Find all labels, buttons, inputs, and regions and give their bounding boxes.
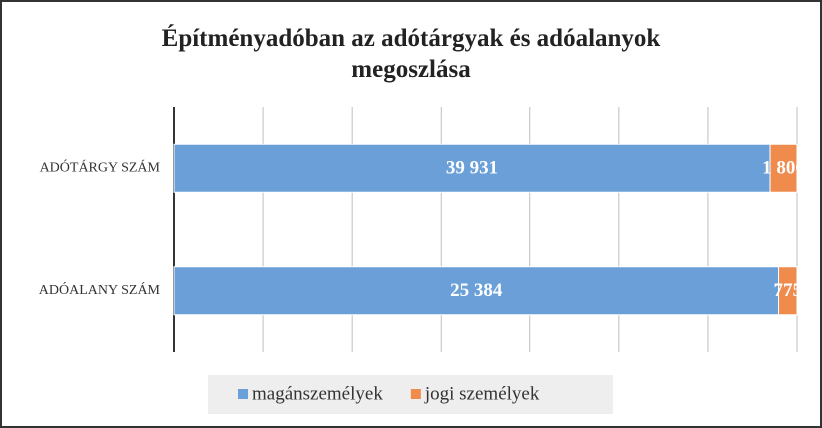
legend-swatch (410, 389, 421, 399)
legend-label: jogi személyek (424, 383, 540, 404)
value-label: 25 384 (450, 280, 503, 301)
y-tick-label: ADÓALANY SZÁM (39, 281, 161, 298)
y-tick-label: ADÓTÁRGY SZÁM (40, 158, 161, 175)
legend-box (208, 375, 613, 414)
bar (769, 143, 798, 193)
bar (173, 266, 780, 316)
bar (778, 266, 798, 316)
chart-title: Építményadóban az adótárgyak és adóalany… (162, 24, 661, 83)
value-label: 1 806 (762, 158, 805, 179)
legend-label: magánszemélyek (252, 383, 383, 404)
value-label: 39 931 (446, 158, 498, 179)
legend-swatch (238, 389, 248, 399)
value-label: 775 (774, 280, 803, 301)
